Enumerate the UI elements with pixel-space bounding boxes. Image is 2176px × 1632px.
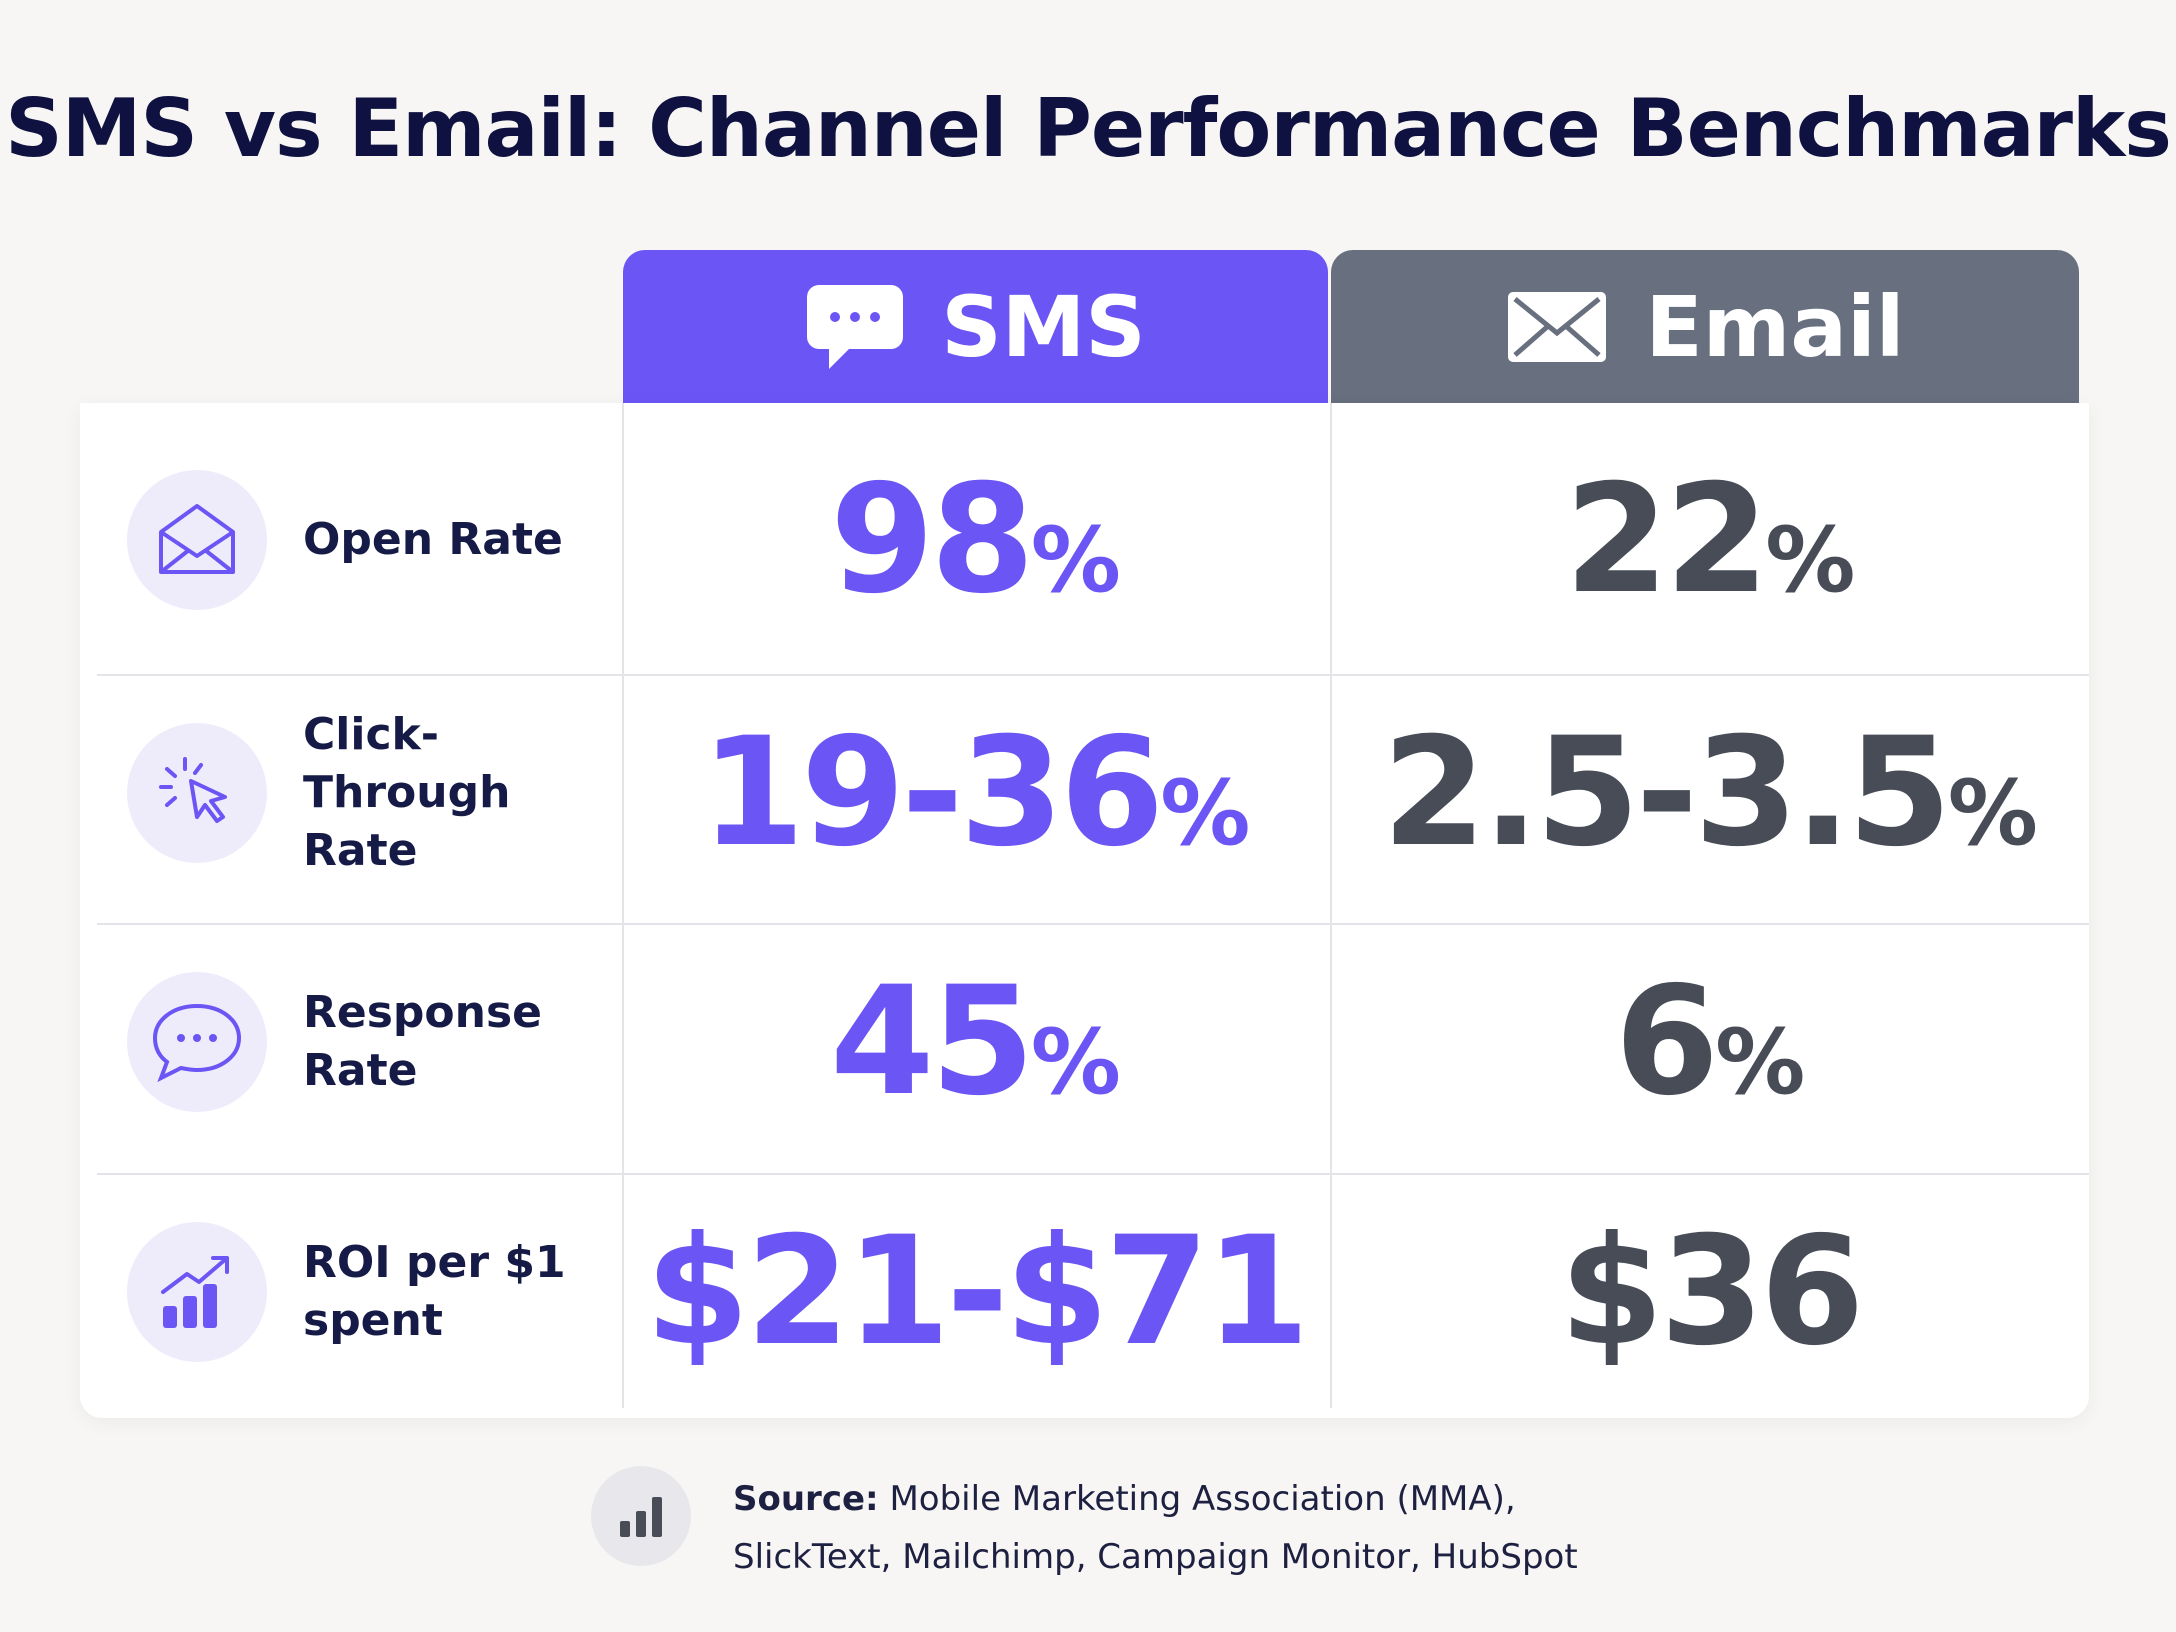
value-unit: %: [1030, 508, 1121, 613]
value-unit: %: [1160, 761, 1251, 866]
column-title: Email: [1645, 277, 1905, 376]
column-divider: [622, 403, 624, 1408]
value-cell: 6%: [1331, 947, 2089, 1137]
value-number: $36: [1559, 1205, 1864, 1379]
click-icon: [159, 757, 227, 823]
roi-icon: [161, 1256, 229, 1328]
value-number: $21-$71: [645, 1205, 1309, 1379]
row-label-text: ROI per $1 spent: [303, 1237, 566, 1346]
table-card: [80, 403, 2089, 1418]
value-unit: %: [1765, 508, 1856, 613]
row-label: Click-Through Rate: [303, 709, 613, 876]
value-cell: 22%: [1331, 445, 2089, 635]
value-number: 45: [830, 955, 1035, 1129]
value-cell: $36: [1331, 1197, 2089, 1387]
value-cell: 19-36%: [623, 698, 1328, 888]
value: 6%: [1615, 955, 1806, 1129]
sms-icon: [807, 284, 904, 369]
row-divider: [97, 1173, 2089, 1175]
value-number: 6: [1614, 955, 1719, 1129]
row-label: Open Rate: [303, 470, 613, 610]
source-note: Source: Mobile Marketing Association (MM…: [733, 1470, 1633, 1586]
value-number: 2.5-3.5: [1382, 706, 1952, 880]
row-divider: [97, 674, 2089, 676]
value-number: 22: [1564, 453, 1770, 627]
value: $21-$71: [645, 1205, 1309, 1379]
value: 2.5-3.5%: [1382, 706, 2038, 880]
column-header: Email: [1331, 250, 2079, 403]
row-icon: [127, 972, 267, 1112]
value: $36: [1559, 1205, 1864, 1379]
bar-icon: [620, 1497, 662, 1537]
value-cell: 2.5-3.5%: [1331, 698, 2089, 888]
source-label: Source:: [733, 1479, 879, 1519]
title: SMS vs Email: Channel Performance Benchm…: [5, 82, 2172, 175]
value: 19-36%: [701, 706, 1251, 880]
row-divider: [97, 923, 2089, 925]
column-divider: [1330, 403, 1332, 1408]
column-header: SMS: [623, 250, 1328, 403]
row-icon: [127, 1222, 267, 1362]
value-number: 19-36: [700, 706, 1165, 880]
row-icon: [127, 723, 267, 863]
column-title: SMS: [941, 277, 1146, 376]
value-cell: $21-$71: [623, 1197, 1328, 1387]
row-label: ROI per $1 spent: [303, 1222, 613, 1362]
value-unit: %: [1715, 1010, 1806, 1115]
row-icon: [127, 470, 267, 610]
source-icon: [591, 1466, 691, 1566]
value-cell: 98%: [623, 445, 1328, 635]
value: 45%: [830, 955, 1121, 1129]
source-text: Mobile Marketing Association (MMA), Slic…: [733, 1479, 1578, 1577]
value: 22%: [1565, 453, 1856, 627]
value-number: 98: [830, 453, 1035, 627]
response-icon: [152, 1003, 242, 1083]
open-icon: [159, 504, 235, 574]
value: 98%: [830, 453, 1121, 627]
value-cell: 45%: [623, 947, 1328, 1137]
row-label: Response Rate: [303, 972, 613, 1112]
row-label-text: Open Rate: [303, 514, 563, 565]
value-unit: %: [1947, 761, 2038, 866]
email-icon: [1508, 291, 1607, 362]
value-unit: %: [1030, 1010, 1121, 1115]
row-label-text: Click-Through Rate: [303, 709, 511, 876]
row-label-text: Response Rate: [303, 987, 542, 1096]
